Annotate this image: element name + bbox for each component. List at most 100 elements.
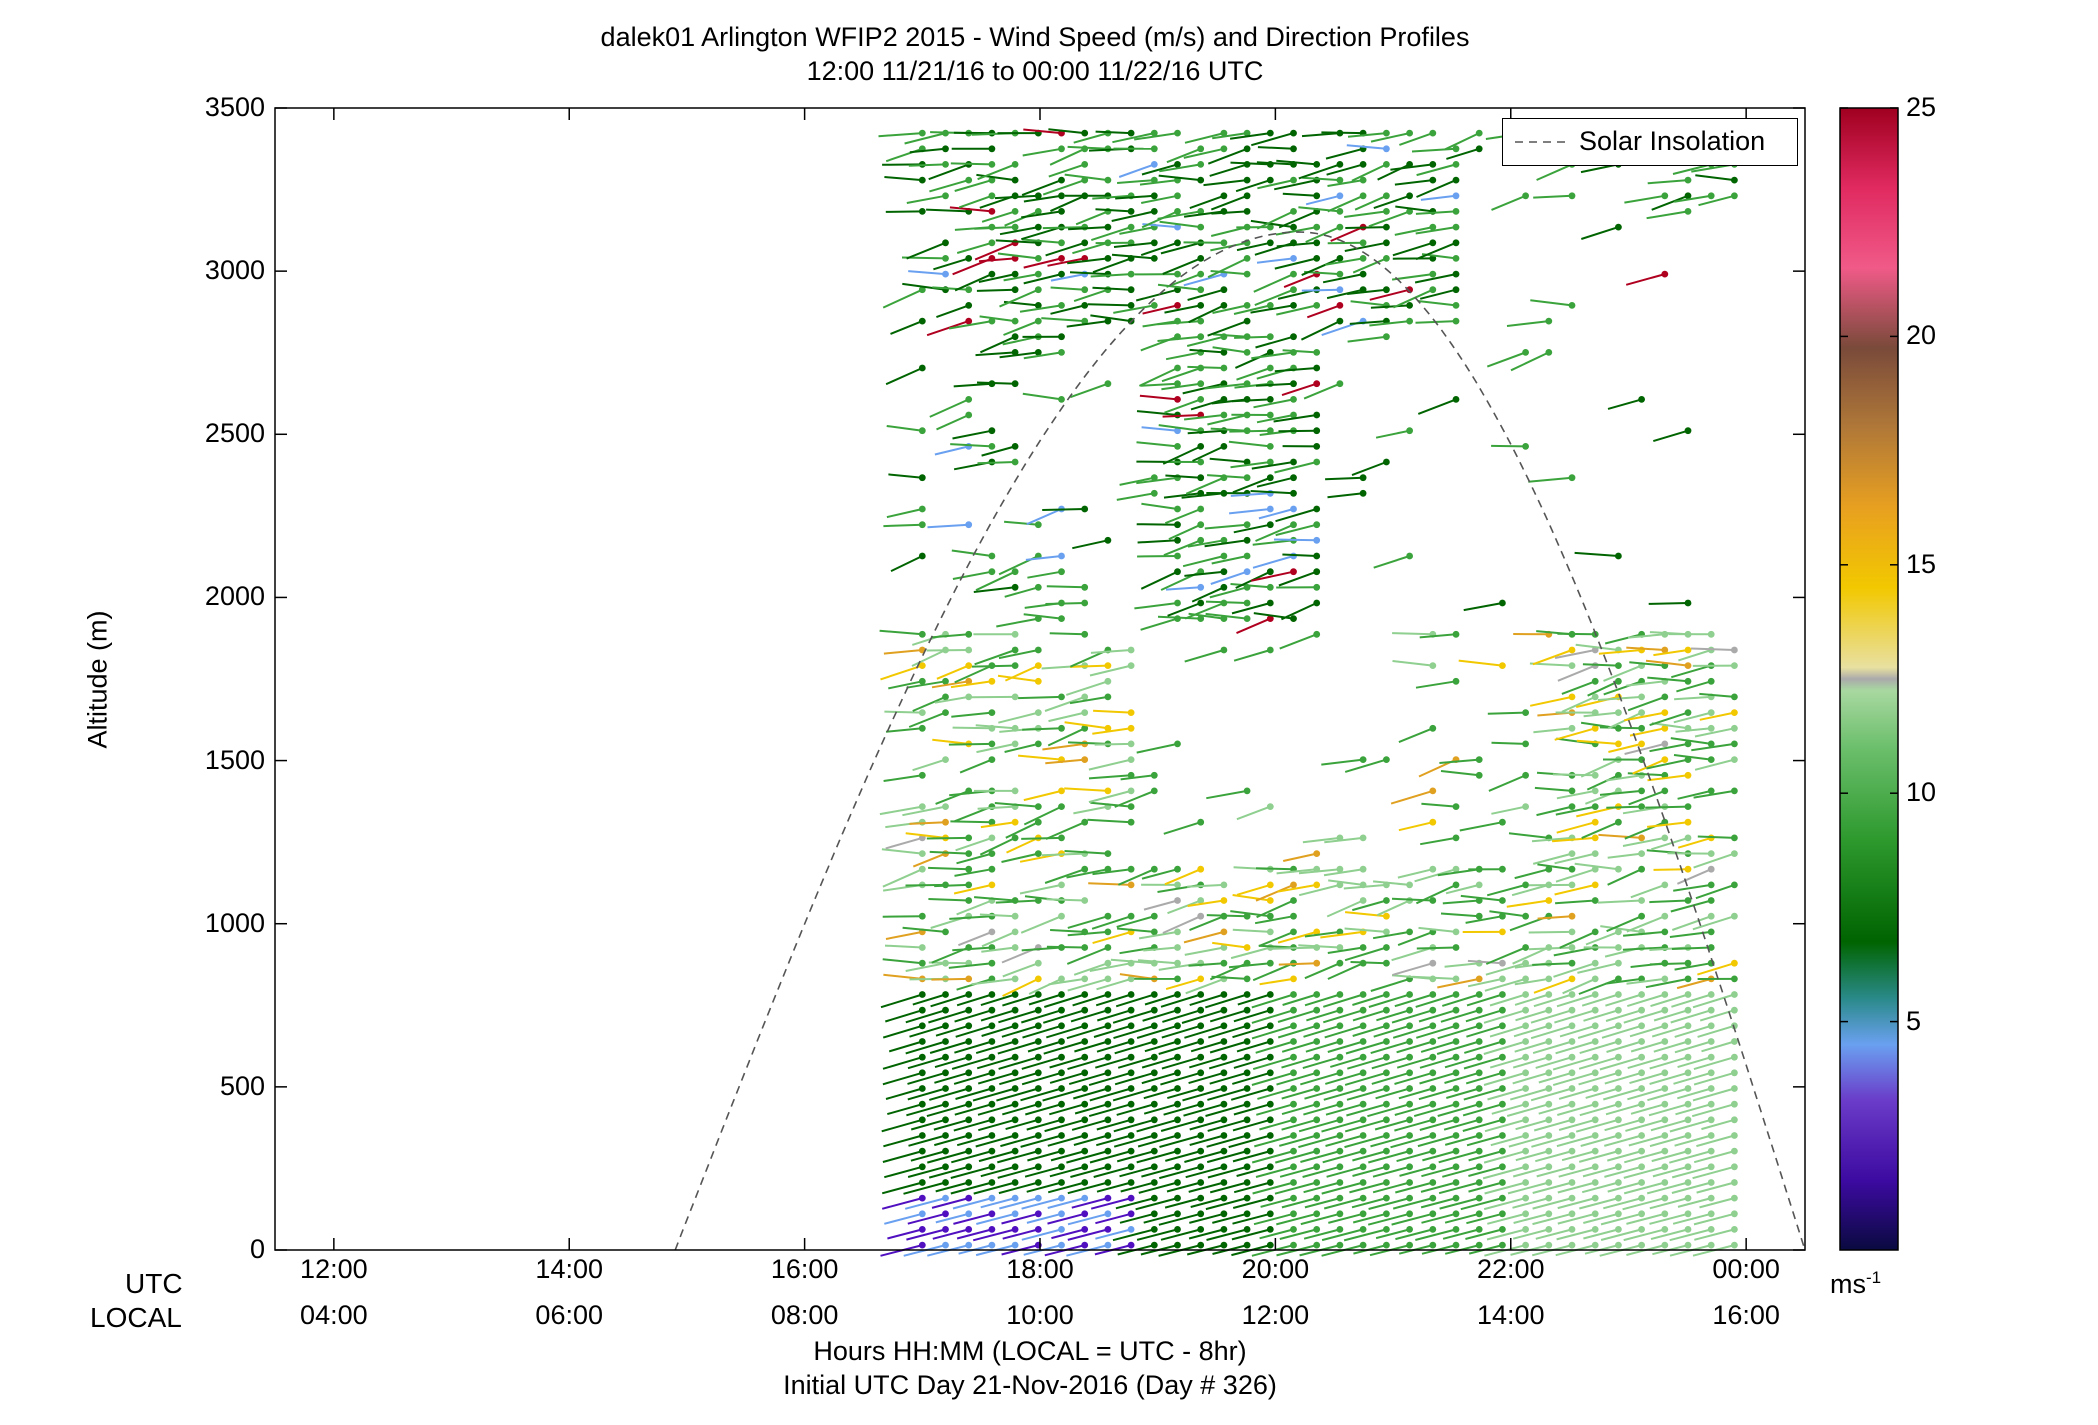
wind-barb-shaft [1259, 1118, 1294, 1131]
wind-barb-shaft [1026, 1181, 1062, 1193]
wind-barb-shaft [976, 173, 1016, 182]
solar-insolation-curve [674, 231, 1806, 1251]
wind-barb-shaft [1064, 787, 1108, 792]
wind-barb-shaft [1254, 288, 1294, 307]
wind-barb-point [1383, 1179, 1390, 1186]
wind-barb-shaft [1559, 1024, 1596, 1038]
wind-barb-shaft [950, 1181, 993, 1195]
wind-barb-shaft [1256, 257, 1294, 264]
wind-barb-shaft [1187, 883, 1224, 888]
wind-barb-shaft [1352, 993, 1387, 1006]
wind-barb-point [1522, 944, 1529, 951]
wind-barb-shaft [1677, 1087, 1712, 1100]
wind-barb-shaft [1465, 1228, 1503, 1240]
wind-barb-shaft [1022, 1024, 1062, 1039]
wind-barb-shaft [1535, 1056, 1573, 1069]
wind-barb-shaft [1281, 382, 1318, 397]
wind-barb-shaft [1136, 410, 1178, 416]
wind-barb-shaft [1250, 570, 1294, 582]
wind-barb-point [1475, 145, 1483, 153]
wind-barb-shaft [1048, 977, 1085, 986]
wind-barb-point [1615, 1116, 1622, 1124]
wind-barb-shaft [971, 977, 1016, 986]
wind-barb-shaft [1046, 1024, 1085, 1039]
wind-barb-point [1684, 991, 1692, 998]
wind-barb-point [1150, 1022, 1158, 1030]
wind-barb-shaft [979, 913, 1016, 918]
wind-barb-shaft [1324, 257, 1364, 266]
wind-barb-point [1359, 944, 1367, 951]
wind-barb-shaft [1598, 649, 1642, 655]
wind-barb-shaft [1143, 1212, 1178, 1224]
wind-barb-point [918, 959, 926, 967]
wind-barb-point [1499, 818, 1506, 826]
wind-barb-point [1661, 724, 1669, 732]
wind-barb-point [918, 427, 926, 435]
wind-barb-shaft [1184, 602, 1225, 620]
wind-barb-point [1266, 897, 1274, 904]
wind-barb-shaft [1413, 1103, 1457, 1118]
wind-barb-point [1266, 803, 1274, 810]
wind-barb-shaft [1251, 1071, 1294, 1086]
wind-barb-point [1081, 1147, 1089, 1155]
wind-barb-point [988, 1163, 996, 1171]
wind-barb-shaft [1390, 1134, 1434, 1149]
wind-barb-shaft [1632, 758, 1666, 775]
wind-barb-shaft [975, 351, 1016, 357]
wind-barb-point [1290, 176, 1297, 184]
wind-barb-point [1707, 756, 1715, 763]
wind-barb-point [1081, 630, 1089, 638]
wind-barb-shaft [1116, 915, 1155, 928]
wind-barb-shaft [908, 163, 946, 167]
wind-barb-shaft [1164, 868, 1202, 886]
wind-barb-point [1313, 630, 1321, 638]
wind-barb-shaft [1041, 317, 1085, 323]
wind-barb-shaft [1160, 241, 1201, 255]
wind-barb-point [988, 1053, 996, 1061]
wind-barb-shaft [953, 382, 992, 388]
wind-barb-shaft [974, 649, 1016, 666]
wind-barb-shaft [1677, 836, 1712, 849]
wind-barb-shaft [1676, 977, 1712, 990]
wind-barb-shaft [1189, 194, 1225, 210]
wind-barb-point [1661, 1038, 1669, 1045]
wind-barb-point [1104, 1038, 1112, 1045]
wind-barb-point [1429, 223, 1437, 231]
wind-barb-point [1266, 411, 1274, 419]
wind-barb-shaft [1092, 194, 1132, 200]
wind-barb-shaft [930, 633, 969, 639]
wind-barb-shaft [1347, 335, 1387, 343]
wind-barb-shaft [1607, 868, 1643, 886]
wind-barb-shaft [1044, 695, 1086, 712]
wind-barb-point [1383, 1053, 1390, 1061]
wind-barb-shaft [1161, 1024, 1201, 1039]
wind-barb-shaft [1209, 586, 1248, 599]
wind-barb-point [1127, 1132, 1135, 1139]
wind-barb-shaft [1162, 445, 1202, 465]
wind-barb-point [1266, 1085, 1274, 1092]
wind-barb-point [1104, 975, 1112, 983]
wind-barb-point [1034, 223, 1042, 231]
wind-barb-shaft [1050, 286, 1085, 291]
wind-barb-shaft [955, 836, 993, 852]
wind-barb-point [1359, 756, 1367, 763]
wind-barb-shaft [981, 445, 1016, 457]
wind-barb-shaft [1693, 852, 1735, 869]
wind-barb-point [1568, 1147, 1576, 1155]
wind-barb-point [1475, 1147, 1483, 1155]
wind-barb-point [1197, 1194, 1205, 1202]
wind-barb-point [1011, 176, 1019, 184]
wind-barb-shaft [1673, 883, 1712, 892]
wind-barb-shaft [1579, 1040, 1619, 1055]
wind-barb-point [1011, 630, 1019, 638]
wind-barb-point [1383, 208, 1390, 215]
wind-barb-point [1011, 787, 1019, 795]
wind-barb-point [1336, 1132, 1344, 1139]
wind-barb-point [1383, 161, 1390, 168]
wind-barb-point [1684, 208, 1692, 215]
wind-barb-shaft [1467, 977, 1503, 988]
wind-barb-shaft [1158, 962, 1201, 971]
wind-barb-point [1266, 239, 1274, 247]
wind-barb-shaft [1650, 1118, 1689, 1132]
wind-barb-point [1475, 1100, 1483, 1108]
